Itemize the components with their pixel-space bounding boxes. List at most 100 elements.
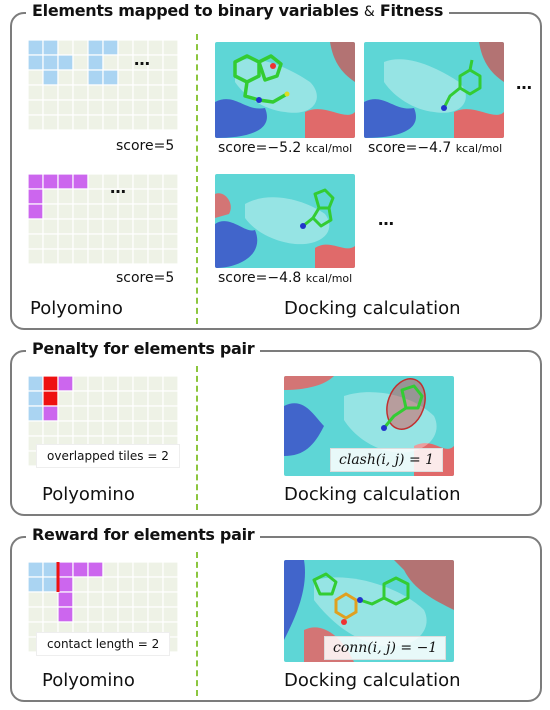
polyomino-grid xyxy=(28,376,178,467)
grid-cell xyxy=(28,233,44,250)
grid-cell xyxy=(87,99,104,116)
grid-cell xyxy=(72,218,89,235)
grid-cell xyxy=(57,69,74,86)
grid-cell xyxy=(147,69,164,86)
grid-cell xyxy=(117,390,134,407)
grid-cell xyxy=(28,114,44,131)
grid-cell xyxy=(57,99,74,116)
grid-cell xyxy=(132,99,149,116)
grid-cell xyxy=(87,591,104,608)
polyomino-tile xyxy=(42,54,59,71)
grid-cell xyxy=(117,114,134,131)
panel-title-fitness: Elements mapped to binary variables & Fi… xyxy=(26,1,450,20)
grid-cell xyxy=(132,188,149,205)
grid-cell xyxy=(117,420,134,437)
grid-cell xyxy=(117,218,134,235)
docking-label: Docking calculation xyxy=(284,670,461,691)
grid-cell xyxy=(132,114,149,131)
polyomino-tile xyxy=(57,591,74,608)
grid-cell xyxy=(132,562,149,578)
docking-score: score=−4.8 kcal/mol xyxy=(218,270,352,286)
docking-score-value: score=−5.2 xyxy=(218,140,302,156)
grid-cell xyxy=(42,218,59,235)
grid-cell xyxy=(57,114,74,131)
grid-cell xyxy=(87,233,104,250)
panel-reward: Reward for elements pair contact length … xyxy=(10,525,542,702)
conn-equation: conn(i, j) = −1 xyxy=(324,636,447,660)
grid-cell xyxy=(102,576,119,593)
grid-cell xyxy=(57,248,74,265)
grid-cell xyxy=(117,562,134,578)
grid-cell xyxy=(132,218,149,235)
grid-cell xyxy=(132,420,149,437)
grid-cell xyxy=(102,233,119,250)
grid-cell xyxy=(132,84,149,101)
grid-cell xyxy=(87,376,104,392)
polyomino-tile xyxy=(28,405,44,422)
grid-cell xyxy=(102,562,119,578)
grid-cell xyxy=(57,218,74,235)
polyomino-tile xyxy=(57,576,74,593)
grid-cell xyxy=(72,54,89,71)
grid-cell xyxy=(102,376,119,392)
grid-cell xyxy=(28,591,44,608)
grid-cell xyxy=(132,69,149,86)
grid-cell xyxy=(102,390,119,407)
grid-cell xyxy=(72,69,89,86)
docking-score-unit: kcal/mol xyxy=(455,142,503,155)
polyomino-tile xyxy=(42,405,59,422)
polyomino-score: score=5 xyxy=(116,138,175,154)
grid-cell xyxy=(42,99,59,116)
polyomino-tile xyxy=(102,40,119,56)
polyomino-grid xyxy=(28,174,178,265)
grid-cell xyxy=(117,233,134,250)
grid-cell xyxy=(42,606,59,623)
polyomino-tile xyxy=(28,54,44,71)
grid-cell xyxy=(162,606,178,623)
docking-image xyxy=(215,174,355,268)
grid-cell xyxy=(87,576,104,593)
grid-cell xyxy=(28,69,44,86)
grid-cell xyxy=(132,233,149,250)
grid-cell xyxy=(162,420,178,437)
ellipsis: … xyxy=(378,210,395,229)
grid-cell xyxy=(72,99,89,116)
grid-cell xyxy=(147,203,164,220)
grid-cell xyxy=(42,188,59,205)
clash-equation: clash(i, j) = 1 xyxy=(330,448,444,472)
grid-cell xyxy=(117,376,134,392)
grid-cell xyxy=(72,591,89,608)
grid-cell xyxy=(42,248,59,265)
polyomino-label: Polyomino xyxy=(42,484,135,505)
grid-cell xyxy=(57,203,74,220)
grid-cell xyxy=(87,390,104,407)
grid-cell xyxy=(28,84,44,101)
grid-cell xyxy=(162,576,178,593)
grid-cell xyxy=(57,84,74,101)
polyomino-tile xyxy=(87,69,104,86)
polyomino-tile xyxy=(57,562,74,578)
grid-cell xyxy=(132,248,149,265)
grid-cell xyxy=(132,390,149,407)
contact-length-label: contact length = 2 xyxy=(36,632,171,656)
grid-cell xyxy=(102,114,119,131)
panel-divider xyxy=(196,552,198,696)
grid-cell xyxy=(87,606,104,623)
grid-cell xyxy=(162,54,178,71)
polyomino-tile xyxy=(57,376,74,392)
polyomino-label: Polyomino xyxy=(42,670,135,691)
grid-cell xyxy=(87,84,104,101)
grid-cell xyxy=(72,576,89,593)
grid-cell xyxy=(162,218,178,235)
docking-label: Docking calculation xyxy=(284,298,461,319)
grid-cell xyxy=(147,233,164,250)
grid-cell xyxy=(102,606,119,623)
grid-cell xyxy=(162,405,178,422)
overlapped-tiles-label: overlapped tiles = 2 xyxy=(36,444,180,468)
polyomino-tile xyxy=(28,390,44,407)
grid-cell xyxy=(147,99,164,116)
grid-cell xyxy=(147,114,164,131)
grid-cell xyxy=(102,248,119,265)
docking-score-unit: kcal/mol xyxy=(305,142,353,155)
polyomino-tile xyxy=(72,562,89,578)
